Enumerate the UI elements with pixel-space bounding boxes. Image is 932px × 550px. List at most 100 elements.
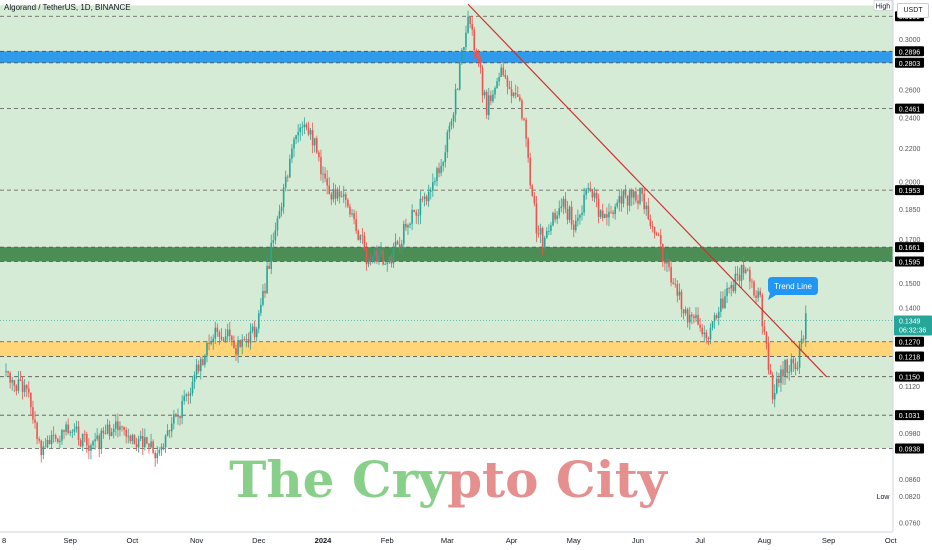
candle-body <box>728 288 730 289</box>
candle-body <box>133 435 136 445</box>
candle-body <box>767 343 770 371</box>
candle-body <box>123 426 125 430</box>
candle-body <box>90 445 92 451</box>
y-tick-label: 0.0860 <box>899 477 921 484</box>
candle-body <box>318 152 320 158</box>
candle-body <box>270 242 273 269</box>
level-price-tag <box>895 242 924 253</box>
candle-body <box>579 214 581 218</box>
candle-body <box>477 57 480 61</box>
candle-body <box>48 439 51 445</box>
candle-body <box>245 339 248 340</box>
candle-body <box>662 244 664 262</box>
candle-body <box>682 309 685 314</box>
candle-body <box>697 314 699 325</box>
candle-body <box>421 198 424 200</box>
candle-body <box>784 359 786 377</box>
candle-body <box>560 206 563 209</box>
candle-body <box>628 190 631 206</box>
candle-body <box>454 89 457 115</box>
candle-body <box>672 282 674 284</box>
candle-body <box>647 205 650 219</box>
level-price-tag <box>895 410 924 421</box>
candle-body <box>284 176 287 188</box>
candle-body <box>81 433 84 447</box>
candle-body <box>411 209 413 224</box>
candle-body <box>212 338 214 343</box>
level-price-tag <box>895 185 924 196</box>
currency-selector[interactable]: USDT <box>897 3 929 18</box>
candle-body <box>324 173 326 179</box>
candle-body <box>340 196 343 198</box>
candle-body <box>307 127 310 135</box>
candle-body <box>332 189 335 200</box>
candle-body <box>548 231 550 232</box>
candle-body <box>106 424 109 434</box>
candle-body <box>693 316 695 319</box>
candle-body <box>135 444 138 448</box>
candle-body <box>86 433 88 446</box>
candle-body <box>162 446 165 448</box>
candle-body <box>193 374 196 382</box>
candle-body <box>276 218 279 231</box>
candle-body <box>280 207 283 212</box>
candle-body <box>293 139 295 149</box>
candle-body <box>415 212 418 216</box>
candle-body <box>291 148 293 159</box>
candle-body <box>57 438 59 443</box>
candle-body <box>519 96 521 101</box>
candle-body <box>112 428 115 433</box>
candle-body <box>531 185 534 196</box>
zone-green <box>0 247 893 262</box>
candle-body <box>316 138 318 153</box>
candle-body <box>616 202 619 207</box>
candle-body <box>247 339 250 343</box>
candle-body <box>504 74 507 78</box>
candle-body <box>461 50 463 64</box>
candle-body <box>398 244 401 248</box>
candle-body <box>612 212 614 214</box>
candle-body <box>643 193 645 210</box>
candle-body <box>405 223 407 228</box>
low-value-label: 0.0820 <box>899 494 921 501</box>
shaded-region <box>0 5 893 449</box>
candle-body <box>639 187 641 204</box>
candle-body <box>695 314 697 319</box>
candle-body <box>705 332 708 339</box>
candle-body <box>514 92 517 95</box>
x-tick-label: Oct <box>885 536 898 545</box>
candle-body <box>7 371 9 373</box>
candle-body <box>465 32 467 47</box>
candle-body <box>703 332 706 335</box>
candle-body <box>353 213 355 220</box>
candle-body <box>241 339 244 347</box>
candle-body <box>595 192 598 199</box>
candle-body <box>299 127 302 133</box>
x-tick-label: Aug <box>758 536 771 545</box>
candle-body <box>556 215 558 220</box>
x-tick-label: Dec <box>252 536 266 545</box>
candle-body <box>800 338 803 345</box>
candle-body <box>154 452 156 459</box>
candle-body <box>610 211 612 213</box>
level-price-tag <box>895 336 924 347</box>
watermark-text: The Crypto City <box>229 450 669 509</box>
candle-body <box>423 196 426 200</box>
candle-body <box>678 291 681 296</box>
candle-body <box>243 339 246 341</box>
candle-body <box>751 281 753 283</box>
candle-body <box>361 235 364 237</box>
y-tick-label: 0.0760 <box>899 521 921 528</box>
candle-body <box>15 385 18 391</box>
candle-body <box>152 441 154 453</box>
candle-body <box>119 426 121 431</box>
candle-body <box>757 291 759 298</box>
candle-body <box>338 191 341 197</box>
candle-body <box>214 327 217 339</box>
candle-body <box>77 426 80 441</box>
candle-body <box>330 194 333 200</box>
candle-body <box>490 95 492 102</box>
candle-body <box>204 355 206 365</box>
candle-body <box>202 359 204 365</box>
